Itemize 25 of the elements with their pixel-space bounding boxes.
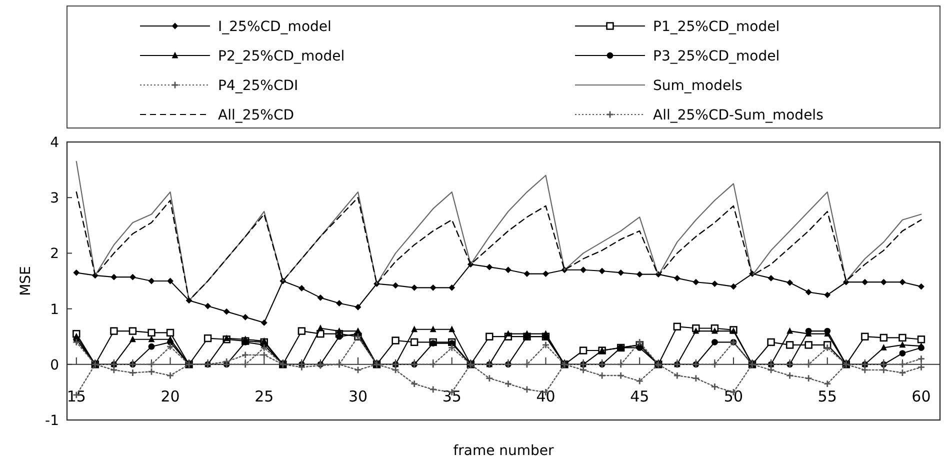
x-tick-label: 50 xyxy=(724,387,744,406)
x-tick-label: 20 xyxy=(160,387,180,406)
y-tick-label: 3 xyxy=(50,190,59,207)
y-axis-title: MSE xyxy=(18,266,34,296)
x-tick-label: 55 xyxy=(818,387,837,406)
x-tick-label: 40 xyxy=(536,387,556,406)
x-tick-label: 45 xyxy=(630,387,650,406)
legend-label: P1_25%CD_model xyxy=(653,19,780,35)
legend-label: P2_25%CD_model xyxy=(218,48,345,64)
x-axis-title: frame number xyxy=(453,443,554,459)
x-tick-label: 15 xyxy=(66,387,86,406)
y-tick-label: 0 xyxy=(50,357,59,374)
legend-label: All_25%CD xyxy=(218,108,294,124)
y-tick-label: 1 xyxy=(50,302,59,318)
y-tick-label: 4 xyxy=(50,135,60,151)
legend-label: All_25%CD-Sum_models xyxy=(653,108,824,124)
y-tick-label: -1 xyxy=(45,413,59,429)
x-tick-label: 25 xyxy=(254,387,274,406)
legend-label: Sum_models xyxy=(653,78,742,94)
legend-label: P3_25%CD_model xyxy=(653,48,780,64)
legend-label: I_25%CD_model xyxy=(218,19,332,35)
legend-label: P4_25%CDI xyxy=(218,78,298,94)
y-tick-label: 2 xyxy=(50,246,59,262)
x-tick-label: 30 xyxy=(348,387,368,406)
x-tick-label: 60 xyxy=(912,387,931,406)
